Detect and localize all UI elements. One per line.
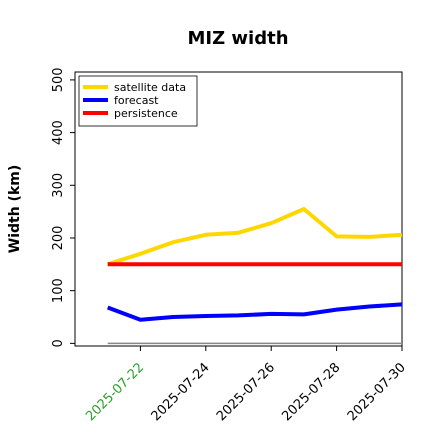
y-axis-label: Width (km) bbox=[7, 165, 23, 254]
x-tick-label: 2025-07-26 bbox=[214, 360, 278, 424]
series-line-satellite-data bbox=[107, 207, 403, 267]
y-tick-label: 100 bbox=[51, 278, 66, 303]
x-tick-label: 2025-07-30 bbox=[345, 360, 409, 424]
legend-label: persistence bbox=[114, 107, 178, 120]
chart-title: MIZ width bbox=[187, 28, 288, 49]
x-tick-label: 2025-07-24 bbox=[149, 360, 213, 424]
y-tick-label: 500 bbox=[51, 67, 66, 92]
y-tick-label: 200 bbox=[51, 226, 66, 251]
series-line-forecast bbox=[107, 302, 403, 322]
series-layer bbox=[107, 207, 403, 345]
legend-label: satellite data bbox=[114, 81, 186, 94]
y-tick-label: 300 bbox=[51, 173, 66, 198]
x-axis-ticks: 2025-07-22 2025-07-24 2025-07-26 2025-07-28… bbox=[83, 346, 409, 424]
y-tick-label: 400 bbox=[51, 120, 66, 145]
x-tick-label: 2025-07-22 bbox=[83, 360, 147, 424]
y-axis-ticks: 0 100 200 300 400 500 bbox=[51, 67, 75, 348]
y-tick-label: 0 bbox=[51, 339, 66, 347]
plot-frame bbox=[74, 71, 403, 347]
x-tick-label: 2025-07-28 bbox=[279, 360, 343, 424]
legend-label: forecast bbox=[114, 94, 159, 107]
